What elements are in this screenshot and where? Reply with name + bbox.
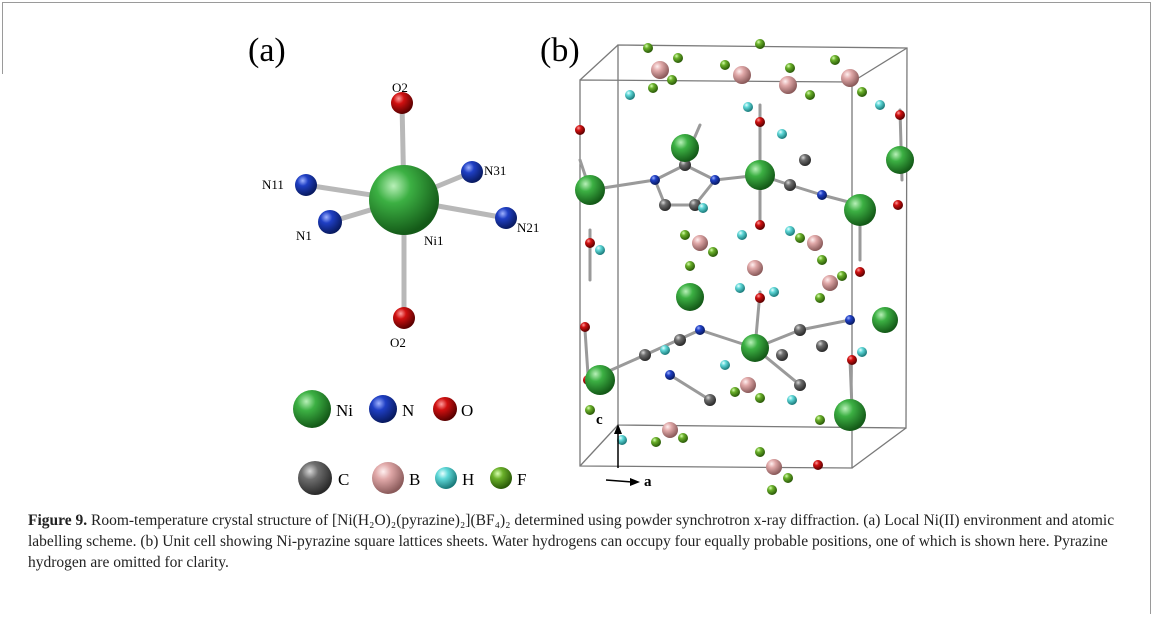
legend-c-label: C <box>338 470 349 489</box>
label-n31: N31 <box>484 163 506 178</box>
legend-n-label: N <box>402 401 414 420</box>
legend-h-label: H <box>462 470 474 489</box>
axis-a-label: a <box>644 474 652 490</box>
o2-top-atom <box>391 92 413 114</box>
axis-indicator <box>605 424 640 486</box>
axis-c-label: c <box>596 412 603 428</box>
legend-f-swatch <box>490 467 512 489</box>
panel-a-molecule: O2 N11 N31 N1 Ni1 N21 O2 Ni N O C B H F <box>262 80 539 495</box>
n31-atom <box>461 161 483 183</box>
caption-lead: Figure 9. <box>28 512 88 529</box>
panel-a-label: (a) <box>248 32 286 69</box>
panel-b-label: (b) <box>540 32 580 69</box>
frame-left-rule <box>2 2 3 74</box>
legend-ni-label: Ni <box>336 401 353 420</box>
frame-right-rule <box>1150 2 1151 614</box>
label-o2-top: O2 <box>392 80 408 95</box>
n21-atom <box>495 207 517 229</box>
label-n21: N21 <box>517 220 539 235</box>
label-ni1: Ni1 <box>424 233 444 248</box>
label-n1: N1 <box>296 228 312 243</box>
unit-cell-box <box>579 44 908 469</box>
legend-f-label: F <box>517 470 526 489</box>
legend-ni-swatch <box>293 390 331 428</box>
panel-b-unit-cell <box>575 39 914 495</box>
legend-o-label: O <box>461 401 473 420</box>
legend-b-swatch <box>372 462 404 494</box>
element-legend: Ni N O C B H F <box>293 390 526 495</box>
legend-c-swatch <box>298 461 332 495</box>
ni1-atom <box>369 165 439 235</box>
legend-h-swatch <box>435 467 457 489</box>
legend-b-label: B <box>409 470 420 489</box>
n11-atom <box>295 174 317 196</box>
caption-text: Room-temperature crystal structure of [N… <box>28 512 1115 571</box>
label-o2-bottom: O2 <box>390 335 406 350</box>
label-n11: N11 <box>262 177 284 192</box>
legend-n-swatch <box>369 395 397 423</box>
o2-bottom-atom <box>393 307 415 329</box>
figure-caption: Figure 9. Room-temperature crystal struc… <box>28 510 1118 573</box>
frame-top-rule <box>2 2 1151 3</box>
n1-atom <box>318 210 342 234</box>
legend-o-swatch <box>433 397 457 421</box>
